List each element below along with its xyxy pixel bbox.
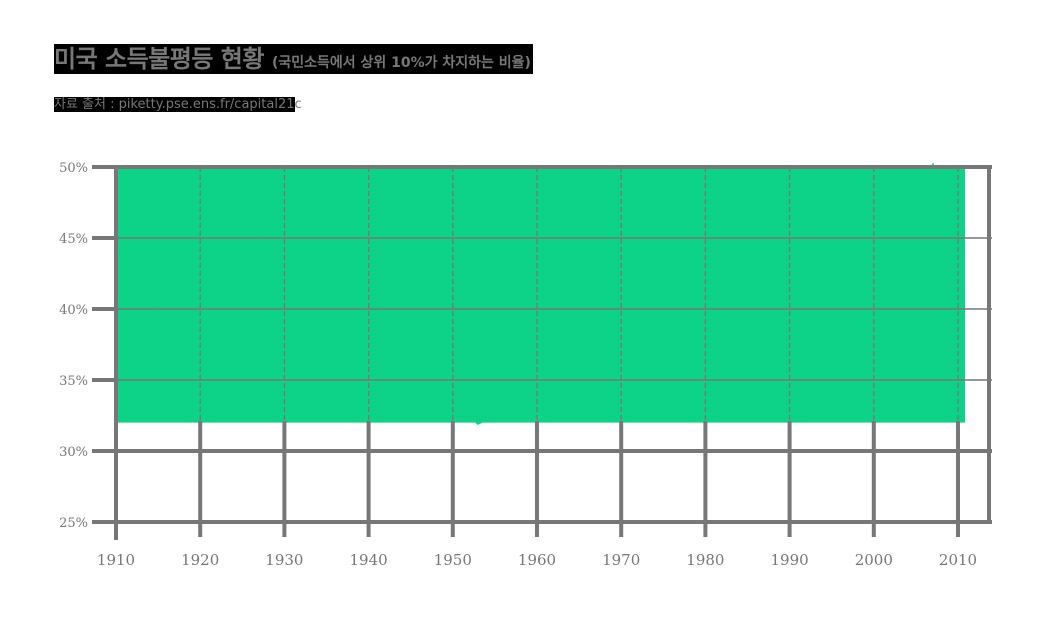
x-tick-label: 1910 [97, 551, 135, 569]
source-link: 자료 출처 : piketty.pse.ens.fr/capital21 [54, 97, 295, 112]
x-tick-label: 1980 [686, 551, 724, 569]
x-tick-label: 1960 [518, 551, 556, 569]
y-tick-label: 40% [59, 303, 88, 318]
title-subtitle: (국민소득에서 상위 10%가 차지하는 비율) [271, 55, 531, 71]
x-tick-label: 1930 [265, 551, 303, 569]
source-text: 자료 출처 : piketty.pse.ens.fr/capital21c [54, 95, 302, 115]
x-tick-label: 1970 [602, 551, 640, 569]
x-tick-label: 2000 [855, 551, 893, 569]
y-tick-label: 30% [59, 445, 88, 460]
area-fill [116, 167, 965, 423]
x-tick-label: 1990 [771, 551, 809, 569]
title-main: 미국 소득불평등 현황 [54, 45, 264, 73]
x-tick-label: 1950 [434, 551, 472, 569]
x-tick-label: 1940 [350, 551, 388, 569]
x-tick-label: 2010 [939, 551, 977, 569]
y-tick-label: 25% [59, 516, 88, 531]
x-tick-label: 1920 [181, 551, 219, 569]
y-tick-label: 35% [59, 374, 88, 389]
chart-title: 미국 소득불평등 현황 (국민소득에서 상위 10%가 차지하는 비율) [54, 44, 533, 74]
y-tick-label: 50% [59, 161, 88, 176]
y-tick-label: 45% [59, 232, 88, 247]
source-suffix: c [294, 97, 302, 112]
